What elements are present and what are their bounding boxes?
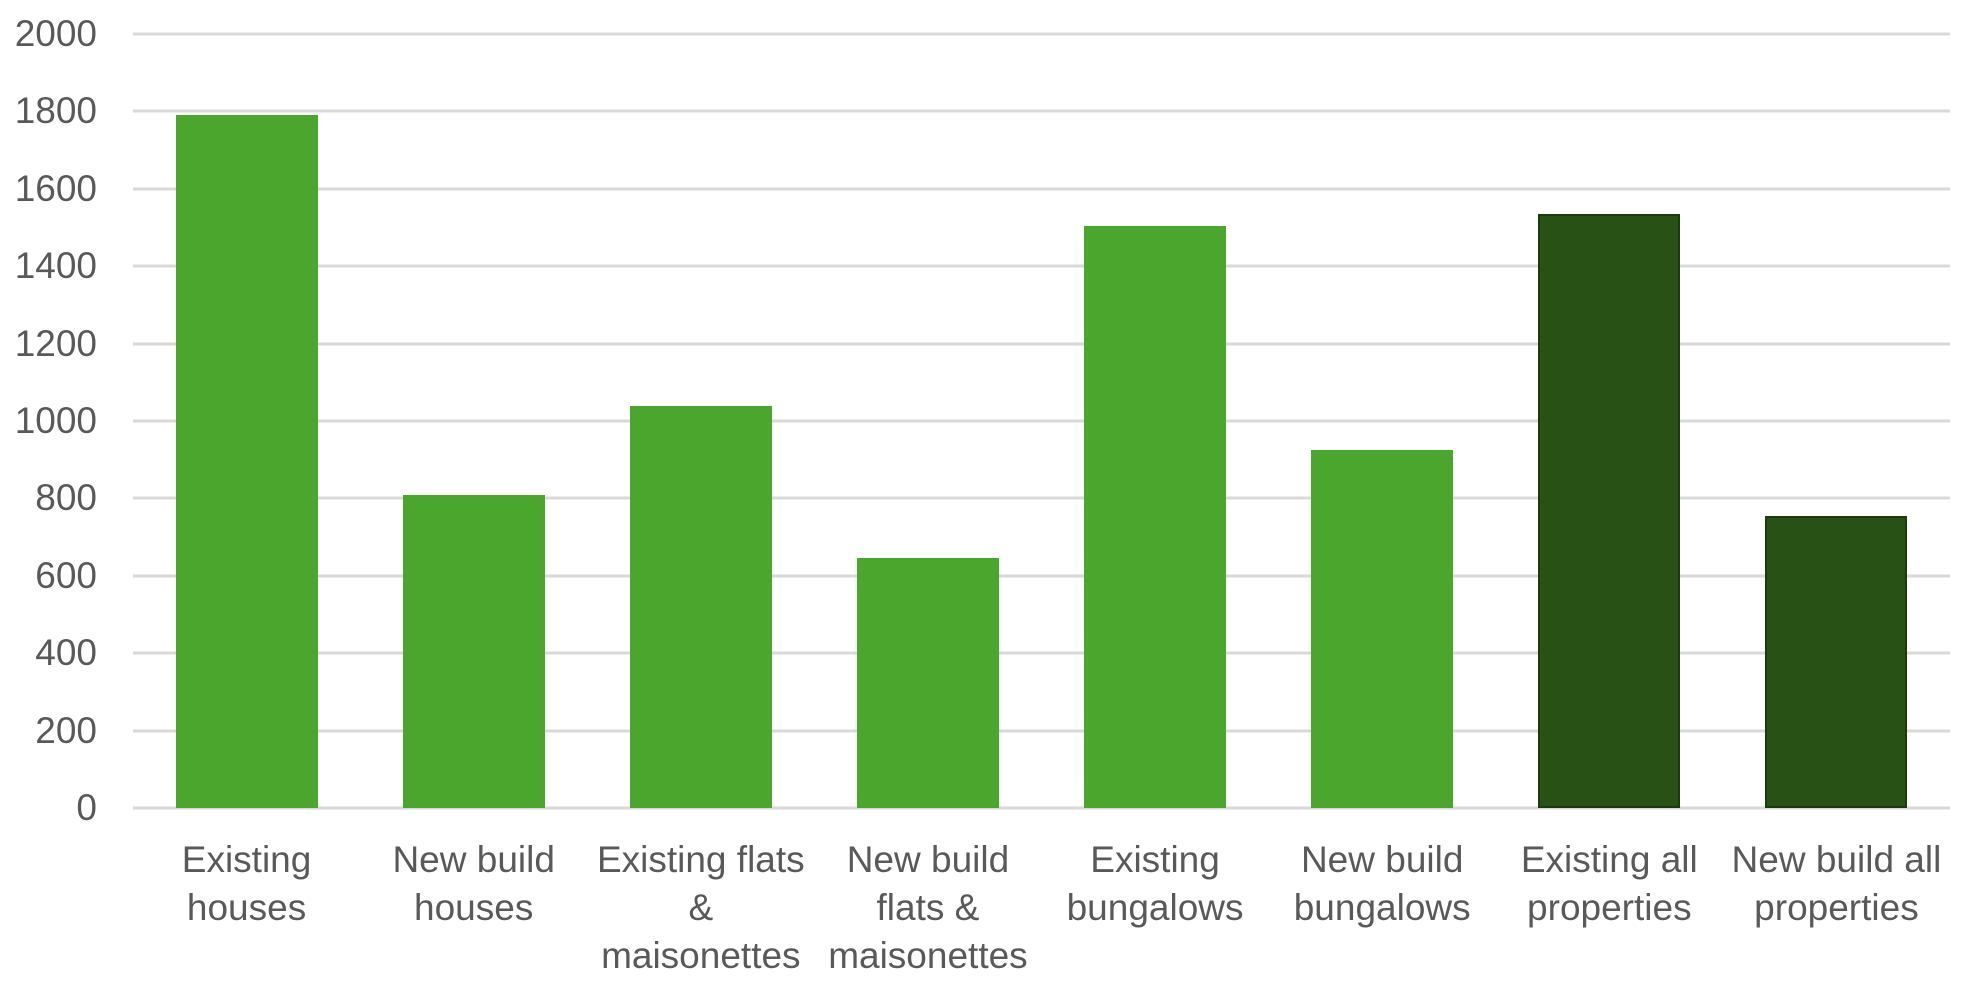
x-category-label-line: New build [846,839,1010,880]
gridline [133,264,1950,268]
x-category-label: Existing bungalows [1041,836,1269,932]
bar-existing-all-properties [1538,213,1681,808]
x-category-label-line: bungalows [1293,887,1471,928]
bar-new-build-all-properties [1765,515,1908,808]
y-tick-label: 1400 [14,245,97,287]
gridline [133,806,1950,810]
x-category-label: Existing houses [133,836,361,932]
x-category-label-line: Existing [181,839,312,880]
gridline [133,109,1950,113]
x-category-label-line: maisonettes [828,935,1028,976]
x-category-label-line: flats & [876,887,980,928]
x-category-label: Existing flats & maisonettes [587,836,815,980]
y-tick-label: 1200 [14,322,97,364]
bar-new-build-flats-maisonettes [856,558,999,808]
gridline [133,574,1950,578]
x-category-label-line: houses [186,887,307,928]
bar-existing-flats-maisonettes [629,405,772,808]
y-tick-label: 800 [35,477,97,519]
x-category-label-line: bungalows [1066,887,1244,928]
bar-new-build-houses [402,494,545,808]
x-category-label-line: properties [1527,887,1692,928]
bar-existing-houses [175,115,318,808]
gridline [133,187,1950,191]
y-tick-label: 0 [76,787,97,828]
x-category-label-line: properties [1754,887,1919,928]
x-category-label-line: Existing [1090,839,1220,880]
x-category-label-line: New build [1300,839,1464,880]
plot-area [133,32,1950,810]
x-category-label-line: & maisonettes [601,887,801,976]
x-category-label-line: New build [392,839,555,880]
gridline [133,729,1950,733]
x-category-label: New build houses [360,836,588,932]
x-category-label: Existing all properties [1495,836,1723,932]
x-category-label: New build flats & maisonettes [814,836,1042,980]
y-tick-label: 600 [35,554,97,596]
x-category-label-line: New build all [1731,839,1942,880]
gridline [133,419,1950,423]
y-tick-label: 200 [35,709,97,751]
y-tick-label: 1000 [14,400,97,441]
gridline [133,651,1950,655]
bar-existing-bungalows [1084,225,1227,808]
x-category-label-line: Existing all [1520,839,1698,880]
bar-new-build-bungalows [1311,450,1454,808]
y-tick-label: 1800 [14,90,97,132]
x-category-label-line: houses [414,887,534,928]
x-category-label: New build all properties [1722,836,1950,932]
x-category-label: New build bungalows [1268,836,1496,932]
gridline [133,496,1950,500]
y-tick-label: 1600 [14,167,97,209]
gridline [133,342,1950,346]
y-tick-label: 400 [35,632,97,674]
y-tick-label: 2000 [14,13,97,54]
gridline [133,32,1950,36]
x-category-label-line: Existing flats [596,839,805,880]
